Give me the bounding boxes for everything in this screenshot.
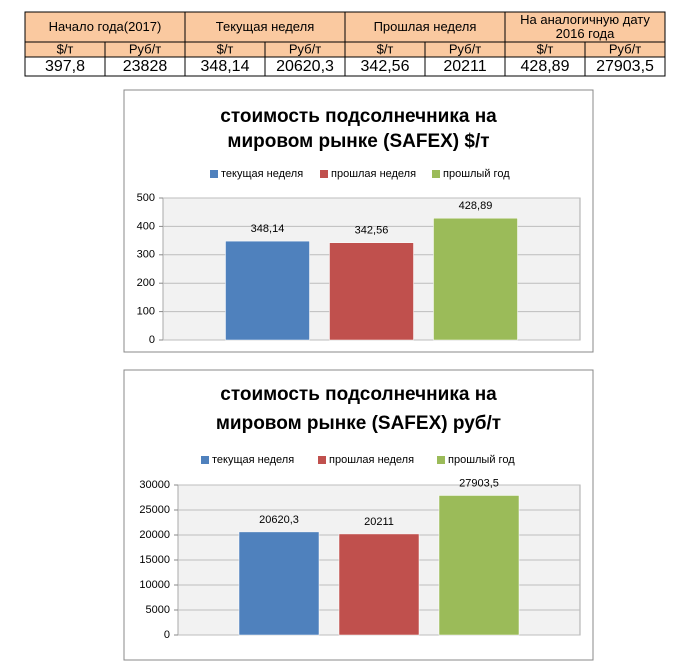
y-tick-label: 20000 (139, 529, 170, 541)
header-text: На аналогичную дату 2016 года (520, 12, 650, 41)
header-text: Начало года(2017) (48, 19, 162, 34)
unit-text: Руб/т (129, 41, 161, 56)
unit-text: $/т (217, 41, 234, 56)
bar (338, 533, 420, 636)
value-cell (584, 56, 666, 77)
header-text: Прошлая неделя (373, 19, 477, 34)
y-tick-label: 100 (137, 306, 155, 318)
data-label: 20620,3 (259, 514, 299, 526)
data-label: 428,89 (459, 200, 493, 212)
header-cell (24, 11, 186, 43)
legend-label: прошлая неделя (331, 168, 416, 180)
bar (329, 242, 414, 341)
data-label: 342,56 (355, 225, 389, 237)
header-cell-text: На аналогичную дату 2016 года (520, 12, 650, 41)
bar (433, 217, 518, 341)
y-tick-label: 25000 (139, 504, 170, 516)
header-cell (344, 11, 506, 43)
header-cell-text: Прошлая неделя (373, 19, 477, 34)
legend-swatch (318, 456, 326, 464)
data-label: 348,14 (251, 223, 285, 235)
y-tick-label: 0 (149, 334, 155, 346)
legend-swatch (210, 170, 218, 178)
y-tick-label: 10000 (139, 579, 170, 591)
header-cell (184, 11, 346, 43)
chart-title: стоимость подсолнечника на мировом рынке … (216, 384, 501, 434)
legend-swatch (201, 456, 209, 464)
unit-text: Руб/т (289, 41, 321, 56)
y-tick-label: 200 (137, 277, 155, 289)
legend-swatch (320, 170, 328, 178)
value-text: 20620,3 (276, 58, 334, 75)
bar (438, 495, 520, 636)
value-text: 428,89 (521, 58, 570, 75)
chart-title: стоимость подсолнечника на мировом рынке … (220, 106, 497, 152)
unit-text: Руб/т (449, 41, 481, 56)
y-tick-label: 30000 (139, 479, 170, 491)
header-cell-text: Начало года(2017) (48, 19, 162, 34)
value-text: 348,14 (201, 58, 250, 75)
value-text: 20211 (443, 58, 486, 75)
legend-swatch (437, 456, 445, 464)
legend-label: прошлый год (443, 168, 510, 180)
data-label: 27903,5 (459, 477, 499, 489)
legend-label: прошлый год (448, 454, 515, 466)
y-tick-label: 5000 (146, 604, 170, 616)
y-tick-label: 0 (164, 629, 170, 641)
bar (238, 531, 320, 636)
legend-label: прошлая неделя (329, 454, 414, 466)
value-text: 397,8 (45, 58, 85, 75)
legend-label: текущая неделя (212, 454, 294, 466)
y-tick-label: 400 (137, 220, 155, 232)
value-text: 27903,5 (596, 58, 654, 75)
unit-text: $/т (377, 41, 394, 56)
header-cell (504, 11, 666, 43)
unit-text: $/т (57, 41, 74, 56)
data-label: 20211 (364, 516, 394, 528)
bar (225, 240, 310, 341)
header-cell-text: Текущая неделя (215, 19, 315, 34)
unit-text: Руб/т (609, 41, 641, 56)
value-text: 342,56 (361, 58, 410, 75)
value-text: 23828 (123, 58, 168, 75)
y-tick-label: 15000 (139, 554, 170, 566)
legend-label: текущая неделя (221, 168, 303, 180)
y-tick-label: 300 (137, 249, 155, 261)
header-text: Текущая неделя (215, 19, 315, 34)
y-tick-label: 500 (137, 192, 155, 204)
unit-text: $/т (537, 41, 554, 56)
legend-swatch (432, 170, 440, 178)
